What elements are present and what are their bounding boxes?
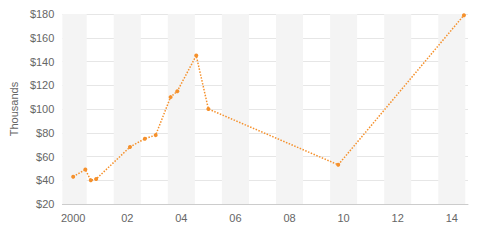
svg-text:$20: $20 [36,198,54,210]
svg-text:Thousands: Thousands [8,81,20,136]
svg-text:$80: $80 [36,127,54,139]
svg-text:$120: $120 [30,79,54,91]
svg-text:$180: $180 [30,8,54,20]
svg-text:$100: $100 [30,103,54,115]
svg-text:$40: $40 [36,174,54,186]
svg-text:10: 10 [337,212,349,224]
svg-text:14: 14 [446,212,458,224]
svg-text:$60: $60 [36,151,54,163]
svg-text:$160: $160 [30,32,54,44]
svg-text:08: 08 [283,212,295,224]
svg-text:04: 04 [175,212,187,224]
svg-text:$140: $140 [30,56,54,68]
svg-text:02: 02 [121,212,133,224]
svg-text:06: 06 [229,212,241,224]
svg-text:2000: 2000 [61,212,85,224]
svg-text:12: 12 [392,212,404,224]
